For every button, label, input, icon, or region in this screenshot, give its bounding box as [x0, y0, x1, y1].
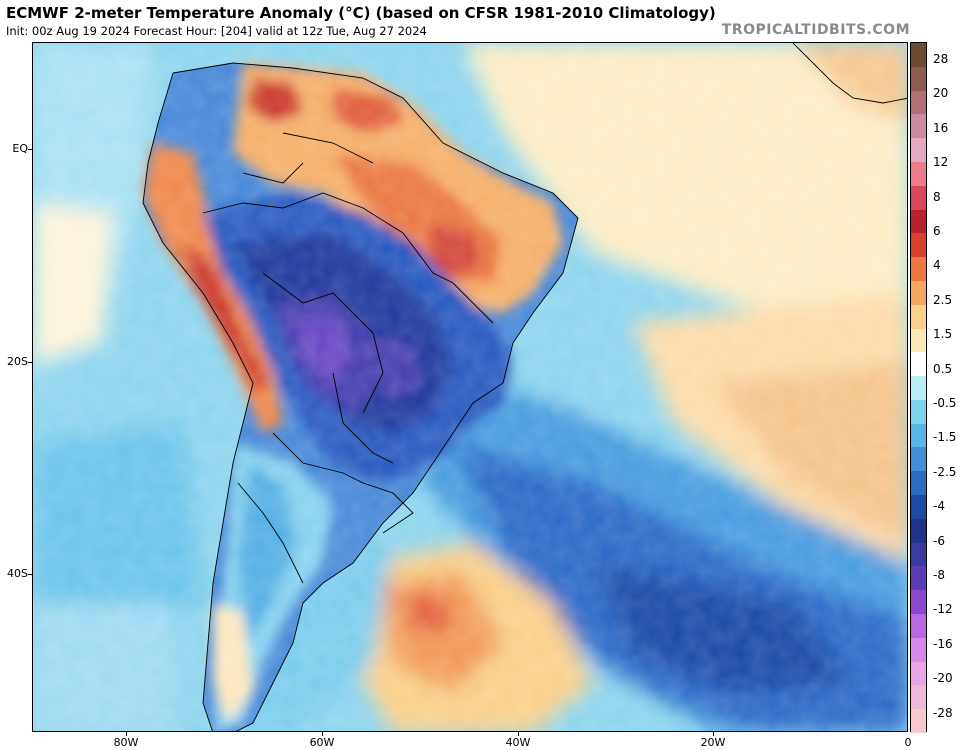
lon-tick — [518, 732, 519, 736]
country-borders — [142, 62, 579, 731]
lon-tick — [713, 732, 714, 736]
map-area — [32, 42, 908, 732]
colorbar-label: -12 — [933, 602, 953, 617]
colorbar-label: -2.5 — [933, 464, 957, 479]
colorbar-label: -0.5 — [933, 396, 957, 410]
colorbar-cell — [911, 542, 926, 567]
lat-label-eq: EQ — [12, 142, 28, 155]
colorbar-cell — [911, 233, 926, 258]
colorbar-label: -4 — [933, 499, 945, 514]
lon-tick — [322, 732, 323, 736]
colorbar-cell — [911, 709, 926, 734]
colorbar-cell — [911, 471, 926, 496]
lat-tick — [28, 362, 32, 363]
africa-coast — [792, 43, 907, 104]
colorbar-label: 0.5 — [933, 361, 953, 376]
colorbar-cell — [911, 423, 926, 448]
colorbar-cell — [911, 518, 926, 544]
colorbar-label: -20 — [933, 671, 953, 686]
colorbar-cell — [911, 161, 926, 187]
colorbar-label: 8 — [933, 189, 941, 204]
colorbar-cell — [911, 352, 926, 377]
colorbar-cell — [911, 590, 926, 615]
colorbar — [910, 42, 927, 734]
lon-label-60w: 60W — [309, 736, 335, 749]
colorbar-label: 2.5 — [933, 292, 953, 307]
colorbar-label: 1.5 — [933, 327, 953, 342]
lon-label-0: 0 — [904, 736, 912, 749]
colorbar-cell — [911, 376, 926, 401]
colorbar-label: -8 — [933, 568, 945, 582]
colorbar-label: 6 — [933, 224, 941, 238]
lat-label-40s: 40S — [7, 567, 28, 580]
colorbar-cell — [911, 328, 926, 353]
map-title: ECMWF 2-meter Temperature Anomaly (°C) (… — [6, 4, 716, 22]
colorbar-label: 12 — [933, 155, 949, 170]
colorbar-label: 20 — [933, 86, 949, 101]
lat-tick — [28, 574, 32, 575]
colorbar-cell — [911, 614, 926, 639]
lon-label-20w: 20W — [700, 736, 726, 749]
colorbar-label: -1.5 — [933, 430, 957, 445]
colorbar-label: 16 — [933, 120, 949, 135]
colorbar-cell — [911, 566, 926, 591]
colorbar-cell — [911, 209, 926, 234]
colorbar-cell — [911, 304, 926, 329]
colorbar-cell — [911, 399, 926, 425]
colorbar-cell — [911, 114, 926, 139]
site-credit: TROPICALTIDBITS.COM — [721, 22, 910, 38]
map-subtitle: Init: 00z Aug 19 2024 Forecast Hour: [20… — [6, 24, 427, 38]
colorbar-cell — [911, 66, 926, 92]
lat-label-20s: 20S — [7, 355, 28, 368]
lon-label-40w: 40W — [505, 736, 531, 749]
colorbar-cell — [911, 90, 926, 115]
colorbar-cell — [911, 447, 926, 472]
colorbar-label: 28 — [933, 52, 949, 66]
colorbar-label: 4 — [933, 258, 941, 273]
colorbar-cell — [911, 138, 926, 163]
colorbar-cell — [911, 257, 926, 282]
colorbar-cell — [911, 637, 926, 663]
colorbar-cell — [911, 661, 926, 686]
lat-tick — [28, 149, 32, 150]
lon-tick — [126, 732, 127, 736]
colorbar-label: -28 — [933, 705, 953, 720]
colorbar-label: -16 — [933, 636, 953, 651]
colorbar-label: -6 — [933, 533, 945, 548]
colorbar-cell — [911, 280, 926, 306]
colorbar-cell — [911, 495, 926, 520]
lon-label-80w: 80W — [113, 736, 139, 749]
colorbar-cell — [911, 43, 926, 68]
colorbar-cell — [911, 685, 926, 710]
colorbar-cell — [911, 185, 926, 211]
